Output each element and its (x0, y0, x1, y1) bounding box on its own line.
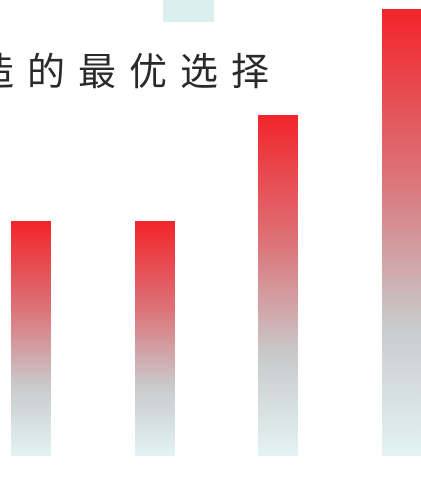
gradient-bar-4 (382, 9, 421, 456)
top-accent-tab (163, 0, 214, 22)
headline-text: 造的最优选择 (0, 50, 283, 94)
gradient-bar-3 (258, 115, 298, 456)
gradient-bar-2 (135, 221, 175, 456)
gradient-bar-1 (11, 221, 51, 456)
